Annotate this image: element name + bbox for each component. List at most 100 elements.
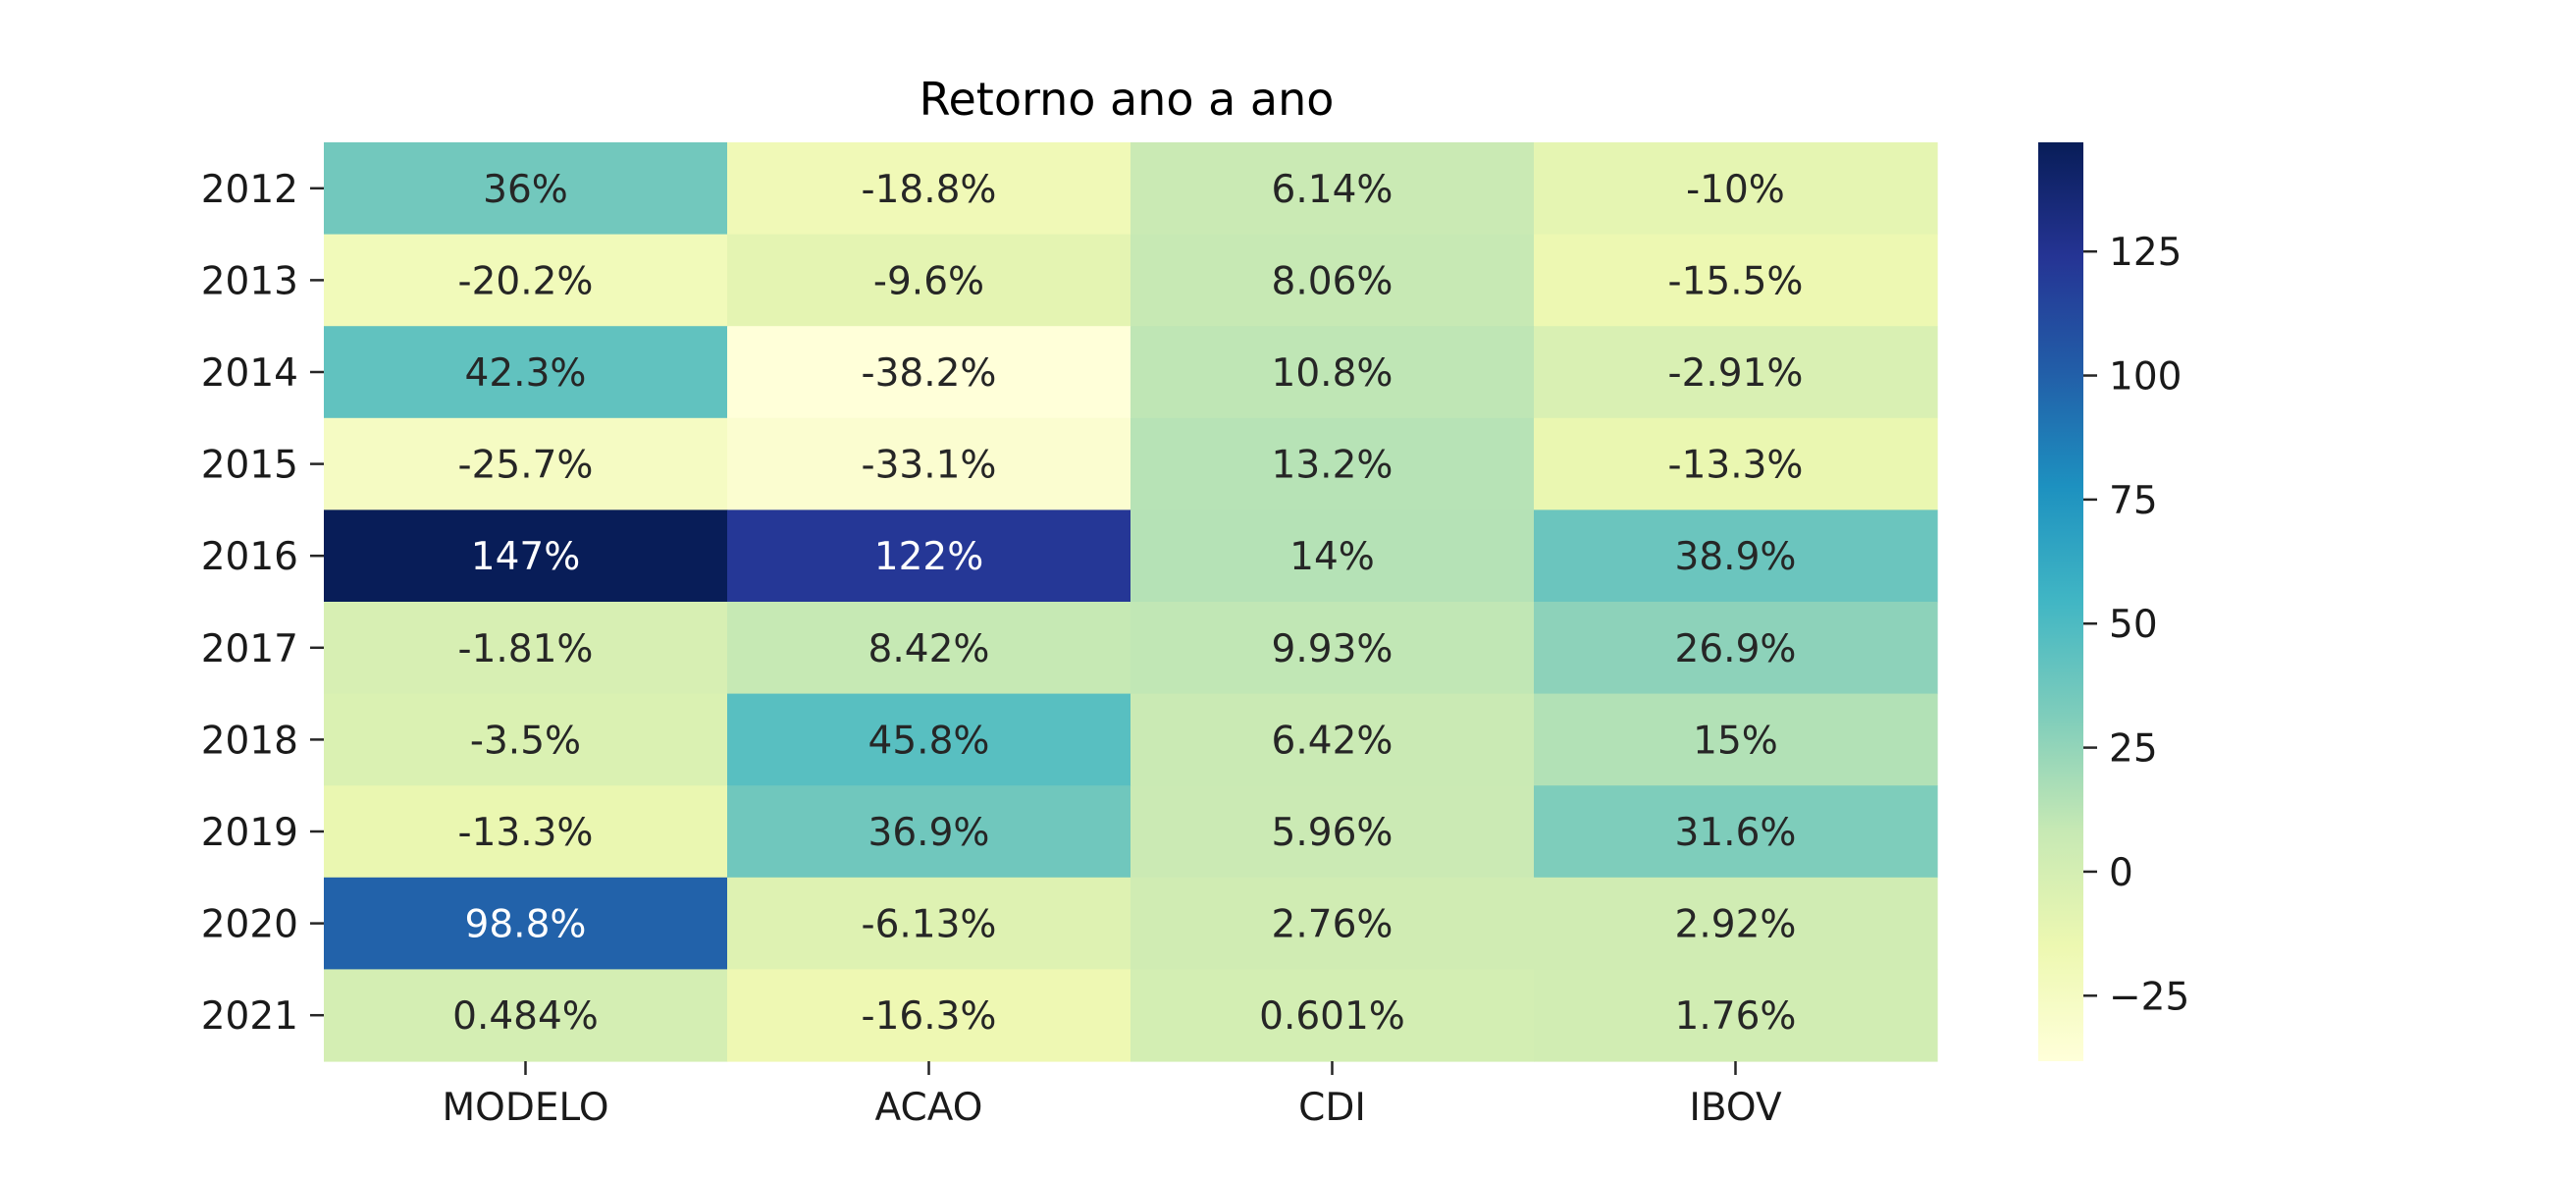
- cell-value-label: -10%: [1686, 168, 1785, 212]
- heatmap-cell: [1130, 785, 1535, 879]
- y-axis: 2012 2013 2014 2015 2016 2017 2018 2019 2020 2021: [201, 168, 324, 1039]
- x-axis: MODELO ACAO CDI IBOV: [442, 1061, 1782, 1130]
- colorbar-tick-label: 0: [2109, 851, 2133, 895]
- cell-value-label: -6.13%: [862, 903, 997, 947]
- cell-value-label: 6.14%: [1272, 168, 1393, 212]
- heatmap-cell: [1534, 142, 1938, 236]
- heatmap-cells: [324, 142, 1938, 1062]
- heatmap-cell: [324, 509, 728, 603]
- cell-value-label: 0.601%: [1259, 994, 1405, 1039]
- heatmap-cell: [1534, 417, 1938, 510]
- cell-value-label: 42.3%: [465, 351, 587, 396]
- cell-value-label: 122%: [874, 535, 984, 579]
- cell-value-label: -2.91%: [1668, 351, 1804, 396]
- cell-value-label: -16.3%: [862, 994, 997, 1039]
- cell-value-label: 8.06%: [1272, 259, 1393, 303]
- y-tick-label: 2016: [201, 535, 298, 579]
- colorbar-tick-label: −25: [2109, 975, 2189, 1019]
- heatmap-cell: [1534, 785, 1938, 879]
- heatmap-cell: [1130, 693, 1535, 786]
- heatmap-cell: [1534, 326, 1938, 419]
- y-tick-label: 2013: [201, 259, 298, 303]
- heatmap-cell: [727, 326, 1131, 419]
- y-tick-label: 2015: [201, 444, 298, 488]
- heatmap-cell: [727, 693, 1131, 786]
- colorbar-tick-label: 125: [2109, 231, 2182, 275]
- heatmap-cell: [324, 785, 728, 879]
- cell-value-label: 1.76%: [1675, 994, 1797, 1039]
- x-tick-label: IBOV: [1689, 1086, 1782, 1130]
- cell-value-label: 36%: [483, 168, 568, 212]
- colorbar-tick-label: 75: [2109, 479, 2158, 523]
- y-tick-label: 2017: [201, 627, 298, 671]
- x-tick-label: MODELO: [442, 1086, 608, 1130]
- heatmap-cell: [1534, 234, 1938, 327]
- colorbar-tick-label: 50: [2109, 603, 2158, 647]
- cell-value-label: 26.9%: [1675, 627, 1797, 671]
- cell-value-label: 15%: [1693, 719, 1778, 763]
- heatmap-cell: [324, 969, 728, 1062]
- cell-value-label: 9.93%: [1272, 627, 1393, 671]
- y-tick-label: 2020: [201, 903, 298, 947]
- cell-value-label: 13.2%: [1272, 444, 1393, 488]
- heatmap-cell: [1534, 693, 1938, 786]
- cell-value-label: 14%: [1289, 535, 1375, 579]
- cell-value-label: 8.42%: [868, 627, 990, 671]
- heatmap-cell: [324, 877, 728, 970]
- colorbar: −25 0 25 50 75 100 125: [2038, 142, 2189, 1061]
- cell-value-label: 0.484%: [452, 994, 599, 1039]
- cell-value-label: -1.81%: [458, 627, 594, 671]
- y-tick-label: 2014: [201, 351, 298, 396]
- heatmap-cell: [1130, 969, 1535, 1062]
- cell-value-label: -9.6%: [873, 259, 984, 303]
- heatmap-cell: [1130, 602, 1535, 695]
- y-tick-label: 2021: [201, 994, 298, 1039]
- colorbar-tick-label: 25: [2109, 727, 2158, 772]
- heatmap-cell: [324, 693, 728, 786]
- heatmap-cell: [1130, 417, 1535, 510]
- heatmap-cell: [727, 602, 1131, 695]
- heatmap-cell: [1130, 509, 1535, 603]
- heatmap-cell: [727, 142, 1131, 236]
- cell-value-label: -38.2%: [862, 351, 997, 396]
- heatmap-cell: [727, 509, 1131, 603]
- heatmap-cell: [324, 417, 728, 510]
- chart-title: Retorno ano a ano: [920, 73, 1335, 126]
- cell-value-label: -25.7%: [458, 444, 594, 488]
- cell-value-label: 6.42%: [1272, 719, 1393, 763]
- cell-value-label: 45.8%: [868, 719, 990, 763]
- heatmap-cell: [1130, 234, 1535, 327]
- cell-value-label: 2.92%: [1675, 903, 1797, 947]
- cell-value-label: -13.3%: [1668, 444, 1804, 488]
- cell-value-label: 147%: [471, 535, 581, 579]
- cell-value-label: -20.2%: [458, 259, 594, 303]
- heatmap-cell: [1130, 142, 1535, 236]
- cell-value-label: 36.9%: [868, 811, 990, 855]
- cell-value-label: 31.6%: [1675, 811, 1797, 855]
- cell-value-label: 5.96%: [1272, 811, 1393, 855]
- heatmap-cell: [727, 877, 1131, 970]
- y-tick-label: 2019: [201, 811, 298, 855]
- heatmap-cell-labels: 36% -18.8% 6.14% -10% -20.2% -9.6% 8.06% -15.5%…: [452, 168, 1803, 1039]
- cell-value-label: -13.3%: [458, 811, 594, 855]
- cell-value-label: -18.8%: [862, 168, 997, 212]
- heatmap-cell: [727, 785, 1131, 879]
- cell-value-label: -15.5%: [1668, 259, 1804, 303]
- heatmap-cell: [324, 602, 728, 695]
- cell-value-label: 2.76%: [1272, 903, 1393, 947]
- heatmap-cell: [324, 326, 728, 419]
- heatmap-cell: [1534, 969, 1938, 1062]
- heatmap-cell: [324, 234, 728, 327]
- colorbar-tick-label: 100: [2109, 355, 2182, 400]
- cell-value-label: -33.1%: [862, 444, 997, 488]
- heatmap-cell: [727, 969, 1131, 1062]
- heatmap-cell: [324, 142, 728, 236]
- cell-value-label: -3.5%: [470, 719, 581, 763]
- cell-value-label: 10.8%: [1272, 351, 1393, 396]
- heatmap-cell: [1534, 509, 1938, 603]
- cell-value-label: 98.8%: [465, 903, 587, 947]
- heatmap-cell: [727, 417, 1131, 510]
- heatmap-cell: [1130, 877, 1535, 970]
- heatmap-cell: [1534, 602, 1938, 695]
